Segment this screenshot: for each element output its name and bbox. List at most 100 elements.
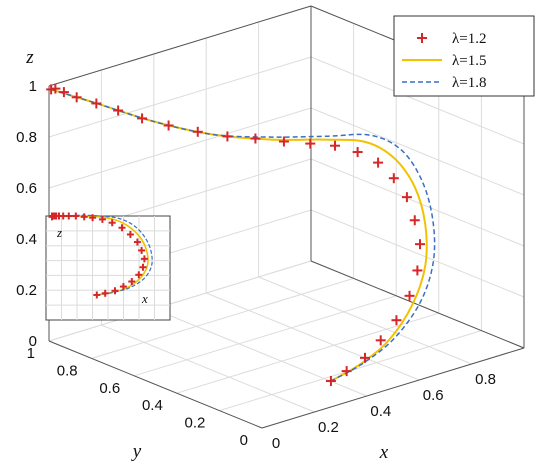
data-point xyxy=(401,192,412,203)
data-point xyxy=(50,83,61,94)
y-tick-label: 0.6 xyxy=(99,380,120,397)
x-tick-label: 0.2 xyxy=(318,419,339,436)
axis-edge xyxy=(48,5,312,87)
legend: λ=1.2 λ=1.5 λ=1.8 xyxy=(393,15,535,97)
legend-marker xyxy=(417,33,427,43)
data-point xyxy=(359,352,370,363)
z-tick-label: 0.4 xyxy=(16,231,37,248)
grid-line xyxy=(258,276,472,365)
inset-data-point xyxy=(128,278,136,286)
x-axis-label: x xyxy=(379,442,389,463)
data-point xyxy=(58,87,69,98)
inset-series xyxy=(48,212,153,299)
y-axis-label: y xyxy=(131,441,142,462)
data-point xyxy=(192,126,203,137)
grid-line xyxy=(310,158,525,247)
inset-data-point xyxy=(135,271,143,279)
inset-data-point xyxy=(133,238,141,246)
z-tick-label: 0.2 xyxy=(16,282,37,299)
inset-data-point xyxy=(98,215,106,223)
z-axis-label: z xyxy=(25,47,34,68)
legend-entry: λ=1.5 xyxy=(402,53,486,69)
grid-line xyxy=(48,56,312,138)
grid-line xyxy=(310,56,525,145)
x-tick-label: 0.6 xyxy=(423,387,444,404)
grid-line xyxy=(101,324,315,413)
data-point xyxy=(415,239,426,250)
data-point xyxy=(330,140,341,151)
z-tick-label: 0.8 xyxy=(16,129,37,146)
inset-data-point xyxy=(139,263,147,271)
inset-data-point xyxy=(118,224,126,232)
legend-entries: λ=1.2 λ=1.5 λ=1.8 xyxy=(402,31,486,91)
z-tick-label: 0 xyxy=(29,333,37,350)
axis-edge xyxy=(48,340,263,429)
legend-entry: λ=1.2 xyxy=(417,31,486,47)
data-point xyxy=(404,290,415,301)
inset-x-label: x xyxy=(141,291,148,306)
x-tick-label: 0.8 xyxy=(475,371,496,388)
data-point xyxy=(250,133,261,144)
legend-entry: λ=1.8 xyxy=(402,75,486,91)
inset-data-point xyxy=(119,283,127,291)
data-point xyxy=(325,376,336,387)
data-point xyxy=(375,335,386,346)
data-point xyxy=(412,265,423,276)
inset-data-point xyxy=(101,289,109,297)
grid-line xyxy=(91,277,354,359)
inset-grid xyxy=(46,216,170,320)
grid-line xyxy=(48,107,312,189)
inset-data-point xyxy=(93,291,101,299)
grid-line xyxy=(206,292,420,381)
data-point xyxy=(71,92,82,103)
grid-line xyxy=(310,209,525,298)
inset-data-point xyxy=(72,212,80,220)
data-point xyxy=(373,157,384,168)
tick-labels: 00.20.40.60.8100.20.40.60.8100.20.40.60.… xyxy=(16,78,496,452)
inset-data-point xyxy=(89,214,97,222)
inset-data-point xyxy=(80,213,88,221)
data-point xyxy=(113,105,124,116)
inset-data-point xyxy=(65,212,73,220)
legend-box xyxy=(393,15,535,97)
z-tick-label: 1 xyxy=(29,78,37,95)
legend-label: λ=1.5 xyxy=(452,53,486,69)
legend-label: λ=1.8 xyxy=(452,75,486,91)
data-point xyxy=(278,136,289,147)
grid-line xyxy=(310,107,525,196)
grid-line xyxy=(153,308,367,397)
axis-edge xyxy=(261,347,525,429)
inset-plot: z x xyxy=(45,212,171,321)
data-point xyxy=(341,366,352,377)
data-point xyxy=(91,98,102,109)
grid-line xyxy=(176,312,439,394)
y-tick-label: 0.2 xyxy=(185,415,206,432)
data-point xyxy=(137,113,148,124)
grid-line xyxy=(48,260,312,342)
series-layer xyxy=(46,83,436,387)
inset-data-point xyxy=(138,246,146,254)
data-point xyxy=(305,138,316,149)
inset-data-point xyxy=(111,287,119,295)
x-tick-label: 0.4 xyxy=(370,403,391,420)
z-tick-label: 0.6 xyxy=(16,180,37,197)
y-tick-label: 0.8 xyxy=(57,362,78,379)
inset-z-label: z xyxy=(56,225,62,240)
legend-label: λ=1.2 xyxy=(452,31,486,47)
grid-line xyxy=(134,295,397,377)
data-point xyxy=(163,120,174,131)
inset-data-point xyxy=(140,255,148,263)
data-point xyxy=(391,315,402,326)
data-point xyxy=(388,173,399,184)
axis-edge xyxy=(310,260,525,349)
inset-data-point xyxy=(126,230,134,238)
y-tick-label: 1 xyxy=(27,345,35,362)
y-tick-label: 0 xyxy=(240,432,248,449)
y-tick-label: 0.4 xyxy=(142,397,163,414)
data-point xyxy=(409,215,420,226)
data-point xyxy=(352,147,363,158)
inset-data-point xyxy=(108,219,116,227)
x-tick-label: 0 xyxy=(272,435,280,452)
data-point xyxy=(222,131,233,142)
